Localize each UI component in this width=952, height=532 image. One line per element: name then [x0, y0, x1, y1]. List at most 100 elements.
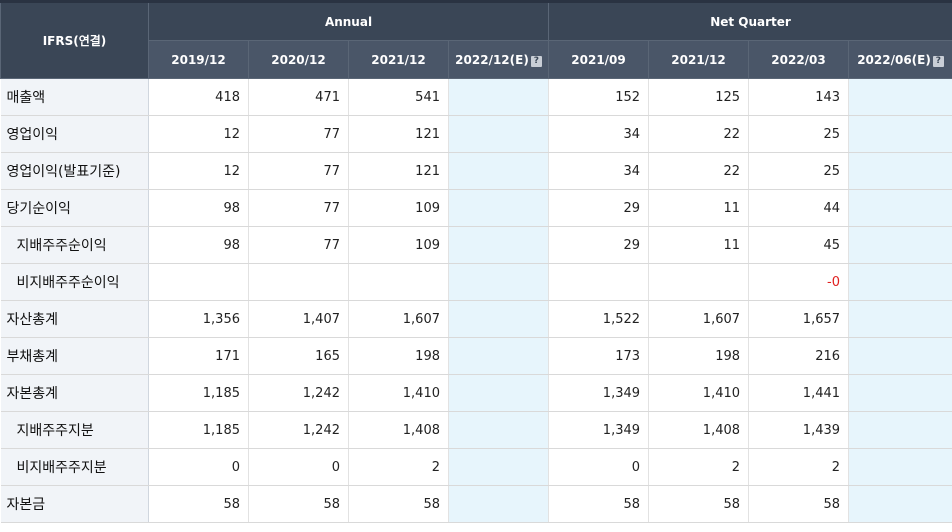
value-cell: 45 — [748, 226, 850, 264]
period-label: 2021/12 — [671, 52, 726, 67]
estimate-cell — [848, 226, 952, 264]
estimate-cell — [448, 411, 550, 449]
value-cell: 58 — [348, 485, 449, 523]
row-label: 지배주주순이익 — [0, 226, 149, 264]
value-cell: 77 — [248, 152, 349, 190]
estimate-cell — [448, 485, 550, 523]
value-cell — [548, 263, 650, 301]
estimate-cell — [448, 337, 550, 375]
table-row: 매출액 418 471 541 152 125 143 — [0, 78, 952, 116]
row-label: 지배주주지분 — [0, 411, 149, 449]
period-label: 2019/12 — [171, 52, 226, 67]
value-cell: 77 — [248, 189, 349, 227]
value-cell: 0 — [548, 448, 650, 486]
table-row: 지배주주순이익 98 77 109 29 11 45 — [0, 226, 952, 264]
value-cell: 2 — [348, 448, 449, 486]
period-header-estimate: 2022/12(E)? — [447, 40, 550, 79]
table-row: 지배주주지분 1,185 1,242 1,408 1,349 1,408 1,439 — [0, 411, 952, 449]
estimate-cell — [848, 337, 952, 375]
value-cell: -0 — [748, 263, 850, 301]
period-label: 2021/09 — [571, 52, 626, 67]
value-cell: 173 — [548, 337, 650, 375]
estimate-cell — [848, 78, 952, 116]
value-cell — [648, 263, 750, 301]
estimate-cell — [848, 152, 952, 190]
value-cell: 1,522 — [548, 300, 650, 338]
value-cell: 29 — [548, 226, 650, 264]
estimate-cell — [848, 485, 952, 523]
period-label: 2022/12(E) — [455, 52, 529, 67]
header-annual: Annual — [147, 0, 550, 41]
estimate-cell — [848, 115, 952, 153]
value-cell: 98 — [148, 189, 249, 227]
period-header: 2019/12 — [148, 40, 249, 79]
value-cell — [348, 263, 449, 301]
value-cell: 152 — [548, 78, 650, 116]
value-cell: 1,185 — [148, 411, 249, 449]
value-cell: 125 — [648, 78, 750, 116]
value-cell: 58 — [548, 485, 650, 523]
value-cell: 1,657 — [748, 300, 850, 338]
row-label: 비지배주주순이익 — [0, 263, 149, 301]
value-cell: 198 — [348, 337, 449, 375]
row-label: 자산총계 — [0, 300, 149, 338]
table-row: 비지배주주순이익 -0 — [0, 263, 952, 301]
value-cell: 0 — [148, 448, 249, 486]
value-cell: 34 — [548, 152, 650, 190]
value-cell: 2 — [748, 448, 850, 486]
help-icon[interactable]: ? — [932, 55, 944, 67]
row-label: 자본총계 — [0, 374, 149, 412]
value-cell: 11 — [648, 189, 750, 227]
value-cell: 121 — [348, 152, 449, 190]
table-row: 자본금 58 58 58 58 58 58 — [0, 485, 952, 523]
value-cell: 198 — [648, 337, 750, 375]
header-net-quarter: Net Quarter — [548, 0, 952, 41]
estimate-cell — [448, 226, 550, 264]
estimate-cell — [848, 300, 952, 338]
value-cell: 109 — [348, 189, 449, 227]
period-label: 2022/03 — [771, 52, 826, 67]
period-label: 2021/12 — [371, 52, 426, 67]
value-cell: 171 — [148, 337, 249, 375]
value-cell: 1,439 — [748, 411, 850, 449]
value-cell: 12 — [148, 115, 249, 153]
value-cell: 25 — [748, 152, 850, 190]
value-cell: 418 — [148, 78, 249, 116]
value-cell: 22 — [648, 152, 750, 190]
value-cell: 1,407 — [248, 300, 349, 338]
value-cell: 165 — [248, 337, 349, 375]
value-cell: 121 — [348, 115, 449, 153]
value-cell: 1,607 — [648, 300, 750, 338]
value-cell: 11 — [648, 226, 750, 264]
estimate-cell — [448, 448, 550, 486]
estimate-cell — [848, 263, 952, 301]
period-label: 2022/06(E) — [857, 52, 931, 67]
value-cell: 44 — [748, 189, 850, 227]
row-label: 자본금 — [0, 485, 149, 523]
row-label: 영업이익 — [0, 115, 149, 153]
table-row: 영업이익(발표기준) 12 77 121 34 22 25 — [0, 152, 952, 190]
value-cell: 541 — [348, 78, 449, 116]
estimate-cell — [848, 374, 952, 412]
help-icon[interactable]: ? — [530, 55, 542, 67]
estimate-cell — [848, 411, 952, 449]
estimate-cell — [448, 300, 550, 338]
row-label: 부채총계 — [0, 337, 149, 375]
period-label: 2020/12 — [271, 52, 326, 67]
value-cell: 1,356 — [148, 300, 249, 338]
value-cell: 471 — [248, 78, 349, 116]
value-cell: 0 — [248, 448, 349, 486]
value-cell: 12 — [148, 152, 249, 190]
header-corner-label: IFRS(연결) — [0, 0, 149, 79]
value-cell: 58 — [748, 485, 850, 523]
value-cell: 1,185 — [148, 374, 249, 412]
row-label: 당기순이익 — [0, 189, 149, 227]
estimate-cell — [448, 115, 550, 153]
table-row: 영업이익 12 77 121 34 22 25 — [0, 115, 952, 153]
table-row: 부채총계 171 165 198 173 198 216 — [0, 337, 952, 375]
period-header: 2021/12 — [648, 40, 750, 79]
estimate-cell — [848, 448, 952, 486]
value-cell: 58 — [648, 485, 750, 523]
value-cell: 1,349 — [548, 411, 650, 449]
